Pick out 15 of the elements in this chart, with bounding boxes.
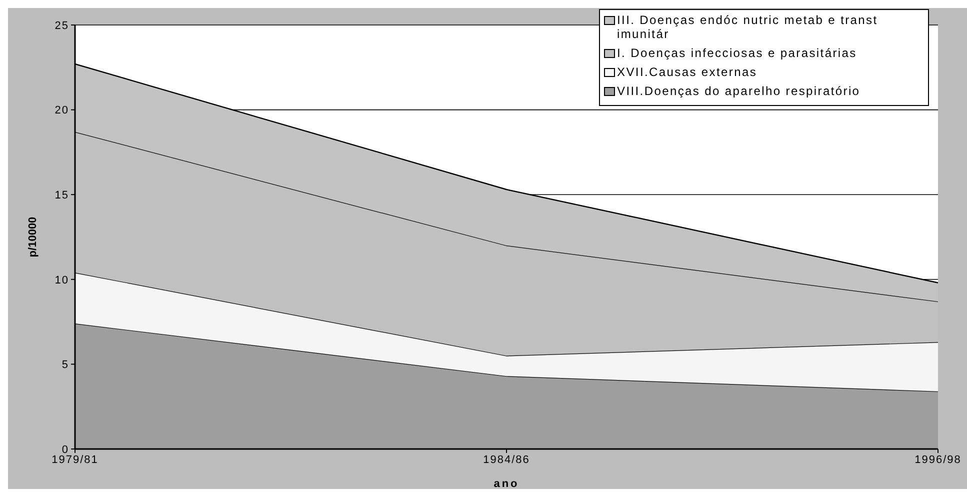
y-tick-label: 0 [62,444,69,456]
y-tick-label: 20 [54,104,69,117]
y-tick-label: 10 [54,274,69,286]
y-tick-label: 15 [54,190,69,202]
legend-label: VIII.Doenças do aparelho respiratório [617,84,860,98]
legend-label: I. Doenças infecciosas e parasitárias [617,46,857,60]
legend-label: XVII.Causas externas [617,65,758,79]
x-tick-label: 1984/86 [483,454,530,466]
legend-label: III. Doenças endóc nutric metab e transt imunitár [617,13,879,41]
y-tick-label: 25 [54,20,69,32]
x-tick-label: 1996/98 [914,454,962,466]
x-axis-title: ano [494,478,520,490]
x-tick-label: 1979/81 [52,454,98,466]
y-tick-label: 5 [62,359,69,372]
y-axis-title: p/10000 [26,216,39,258]
